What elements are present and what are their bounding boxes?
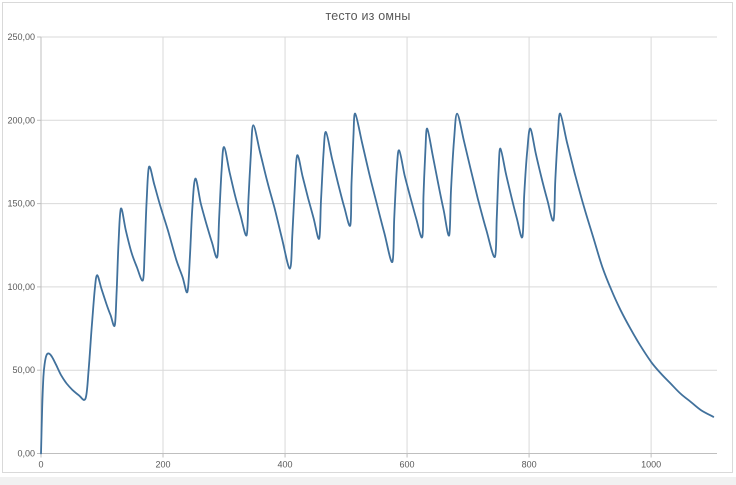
x-tick-label: 200 [156, 460, 171, 470]
x-tick-label: 800 [522, 460, 537, 470]
y-tick-label: 100,00 [7, 282, 35, 292]
y-tick-label: 50,00 [12, 365, 35, 375]
chart-area-border [2, 2, 733, 473]
series-line [40, 112, 715, 455]
y-tick-label: 150,00 [7, 199, 35, 209]
chart-title: тесто из омны [325, 9, 411, 23]
y-tick-label: 250,00 [7, 32, 35, 42]
spreadsheet-edge-strip [0, 477, 736, 485]
x-tick-label: 1000 [641, 460, 661, 470]
y-tick-label: 200,00 [7, 115, 35, 125]
y-tick-label: 0,00 [17, 449, 35, 459]
x-tick-label: 400 [278, 460, 293, 470]
x-tick-label: 600 [400, 460, 415, 470]
x-tick-label: 0 [38, 460, 43, 470]
